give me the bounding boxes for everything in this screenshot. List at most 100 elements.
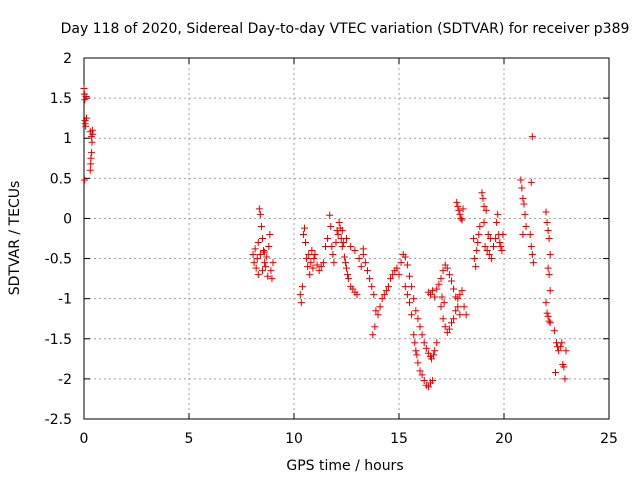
- data-point: [558, 339, 566, 347]
- data-point: [490, 243, 497, 251]
- data-points: [80, 84, 570, 391]
- data-point: [330, 259, 338, 267]
- data-point: [265, 243, 273, 251]
- data-point: [545, 271, 553, 279]
- data-point: [359, 245, 367, 253]
- x-axis-label: GPS time / hours: [286, 458, 403, 474]
- data-point: [544, 312, 552, 320]
- data-point: [254, 271, 262, 279]
- data-point: [403, 291, 411, 299]
- data-point: [256, 251, 264, 259]
- data-point: [393, 264, 401, 272]
- data-point: [454, 295, 462, 303]
- data-point: [472, 263, 480, 271]
- plot-frame: [83, 57, 610, 420]
- data-point: [456, 210, 464, 218]
- data-point: [529, 259, 537, 267]
- data-point: [327, 222, 335, 230]
- data-point: [296, 291, 304, 299]
- data-point: [478, 189, 486, 197]
- data-point: [470, 235, 478, 242]
- data-point: [308, 247, 316, 255]
- data-point: [487, 255, 495, 263]
- data-point: [264, 272, 272, 280]
- data-point: [497, 243, 505, 251]
- data-point: [345, 275, 353, 283]
- data-point: [441, 323, 449, 331]
- data-point: [456, 291, 464, 299]
- data-point: [322, 243, 329, 251]
- data-point: [406, 272, 413, 280]
- data-point: [420, 339, 428, 347]
- data-point: [450, 315, 458, 323]
- data-point: [544, 226, 552, 234]
- data-point: [440, 299, 448, 307]
- x-tick-label: 0: [80, 431, 89, 447]
- data-point: [437, 303, 445, 311]
- data-point: [418, 371, 426, 379]
- data-point: [305, 251, 313, 259]
- data-point: [437, 275, 445, 283]
- data-point: [304, 263, 312, 271]
- data-point: [496, 239, 504, 247]
- data-point: [267, 267, 275, 275]
- data-point: [414, 359, 422, 367]
- y-tick-label: -1: [58, 292, 72, 308]
- data-point: [303, 255, 311, 263]
- data-point: [268, 275, 276, 283]
- data-point: [254, 239, 262, 247]
- data-point: [81, 96, 89, 104]
- data-point: [340, 253, 348, 261]
- data-point: [82, 93, 90, 101]
- data-point: [253, 255, 261, 263]
- data-point: [317, 263, 325, 271]
- data-point: [382, 287, 390, 295]
- data-point: [544, 264, 552, 272]
- data-point: [374, 311, 382, 319]
- data-point: [494, 210, 502, 218]
- x-tick-label: 5: [185, 431, 194, 447]
- data-point: [302, 239, 310, 247]
- data-point: [338, 226, 346, 234]
- data-point: [376, 303, 384, 311]
- data-point: [408, 283, 416, 291]
- data-point: [528, 251, 536, 259]
- data-point: [453, 198, 461, 206]
- data-point: [380, 291, 388, 299]
- data-point: [259, 267, 266, 275]
- data-point: [341, 259, 349, 267]
- data-point: [299, 230, 307, 238]
- data-point: [250, 259, 258, 267]
- data-point: [429, 287, 437, 295]
- data-point: [329, 251, 337, 259]
- data-point: [364, 267, 371, 275]
- data-point: [310, 255, 318, 263]
- data-point: [416, 367, 424, 375]
- data-point: [389, 271, 397, 279]
- data-point: [249, 251, 257, 259]
- y-tick-label: 2: [63, 51, 72, 67]
- data-point: [433, 285, 441, 293]
- data-point: [422, 344, 430, 352]
- data-point: [89, 130, 97, 138]
- data-point: [517, 176, 525, 184]
- axis-ticks: [83, 57, 610, 420]
- data-point: [319, 259, 327, 267]
- data-point: [353, 291, 361, 299]
- data-point: [328, 243, 336, 251]
- data-point: [546, 319, 554, 327]
- data-point: [408, 311, 416, 319]
- data-point: [454, 303, 462, 311]
- data-point: [493, 218, 501, 226]
- data-point: [81, 176, 89, 184]
- y-tick-label: 0.5: [50, 171, 72, 187]
- data-point: [368, 283, 376, 291]
- data-point: [256, 210, 264, 218]
- data-point: [347, 243, 355, 251]
- data-point: [395, 271, 403, 279]
- data-point: [433, 339, 441, 347]
- data-point: [438, 293, 446, 301]
- data-point: [355, 255, 363, 263]
- data-point: [435, 280, 443, 288]
